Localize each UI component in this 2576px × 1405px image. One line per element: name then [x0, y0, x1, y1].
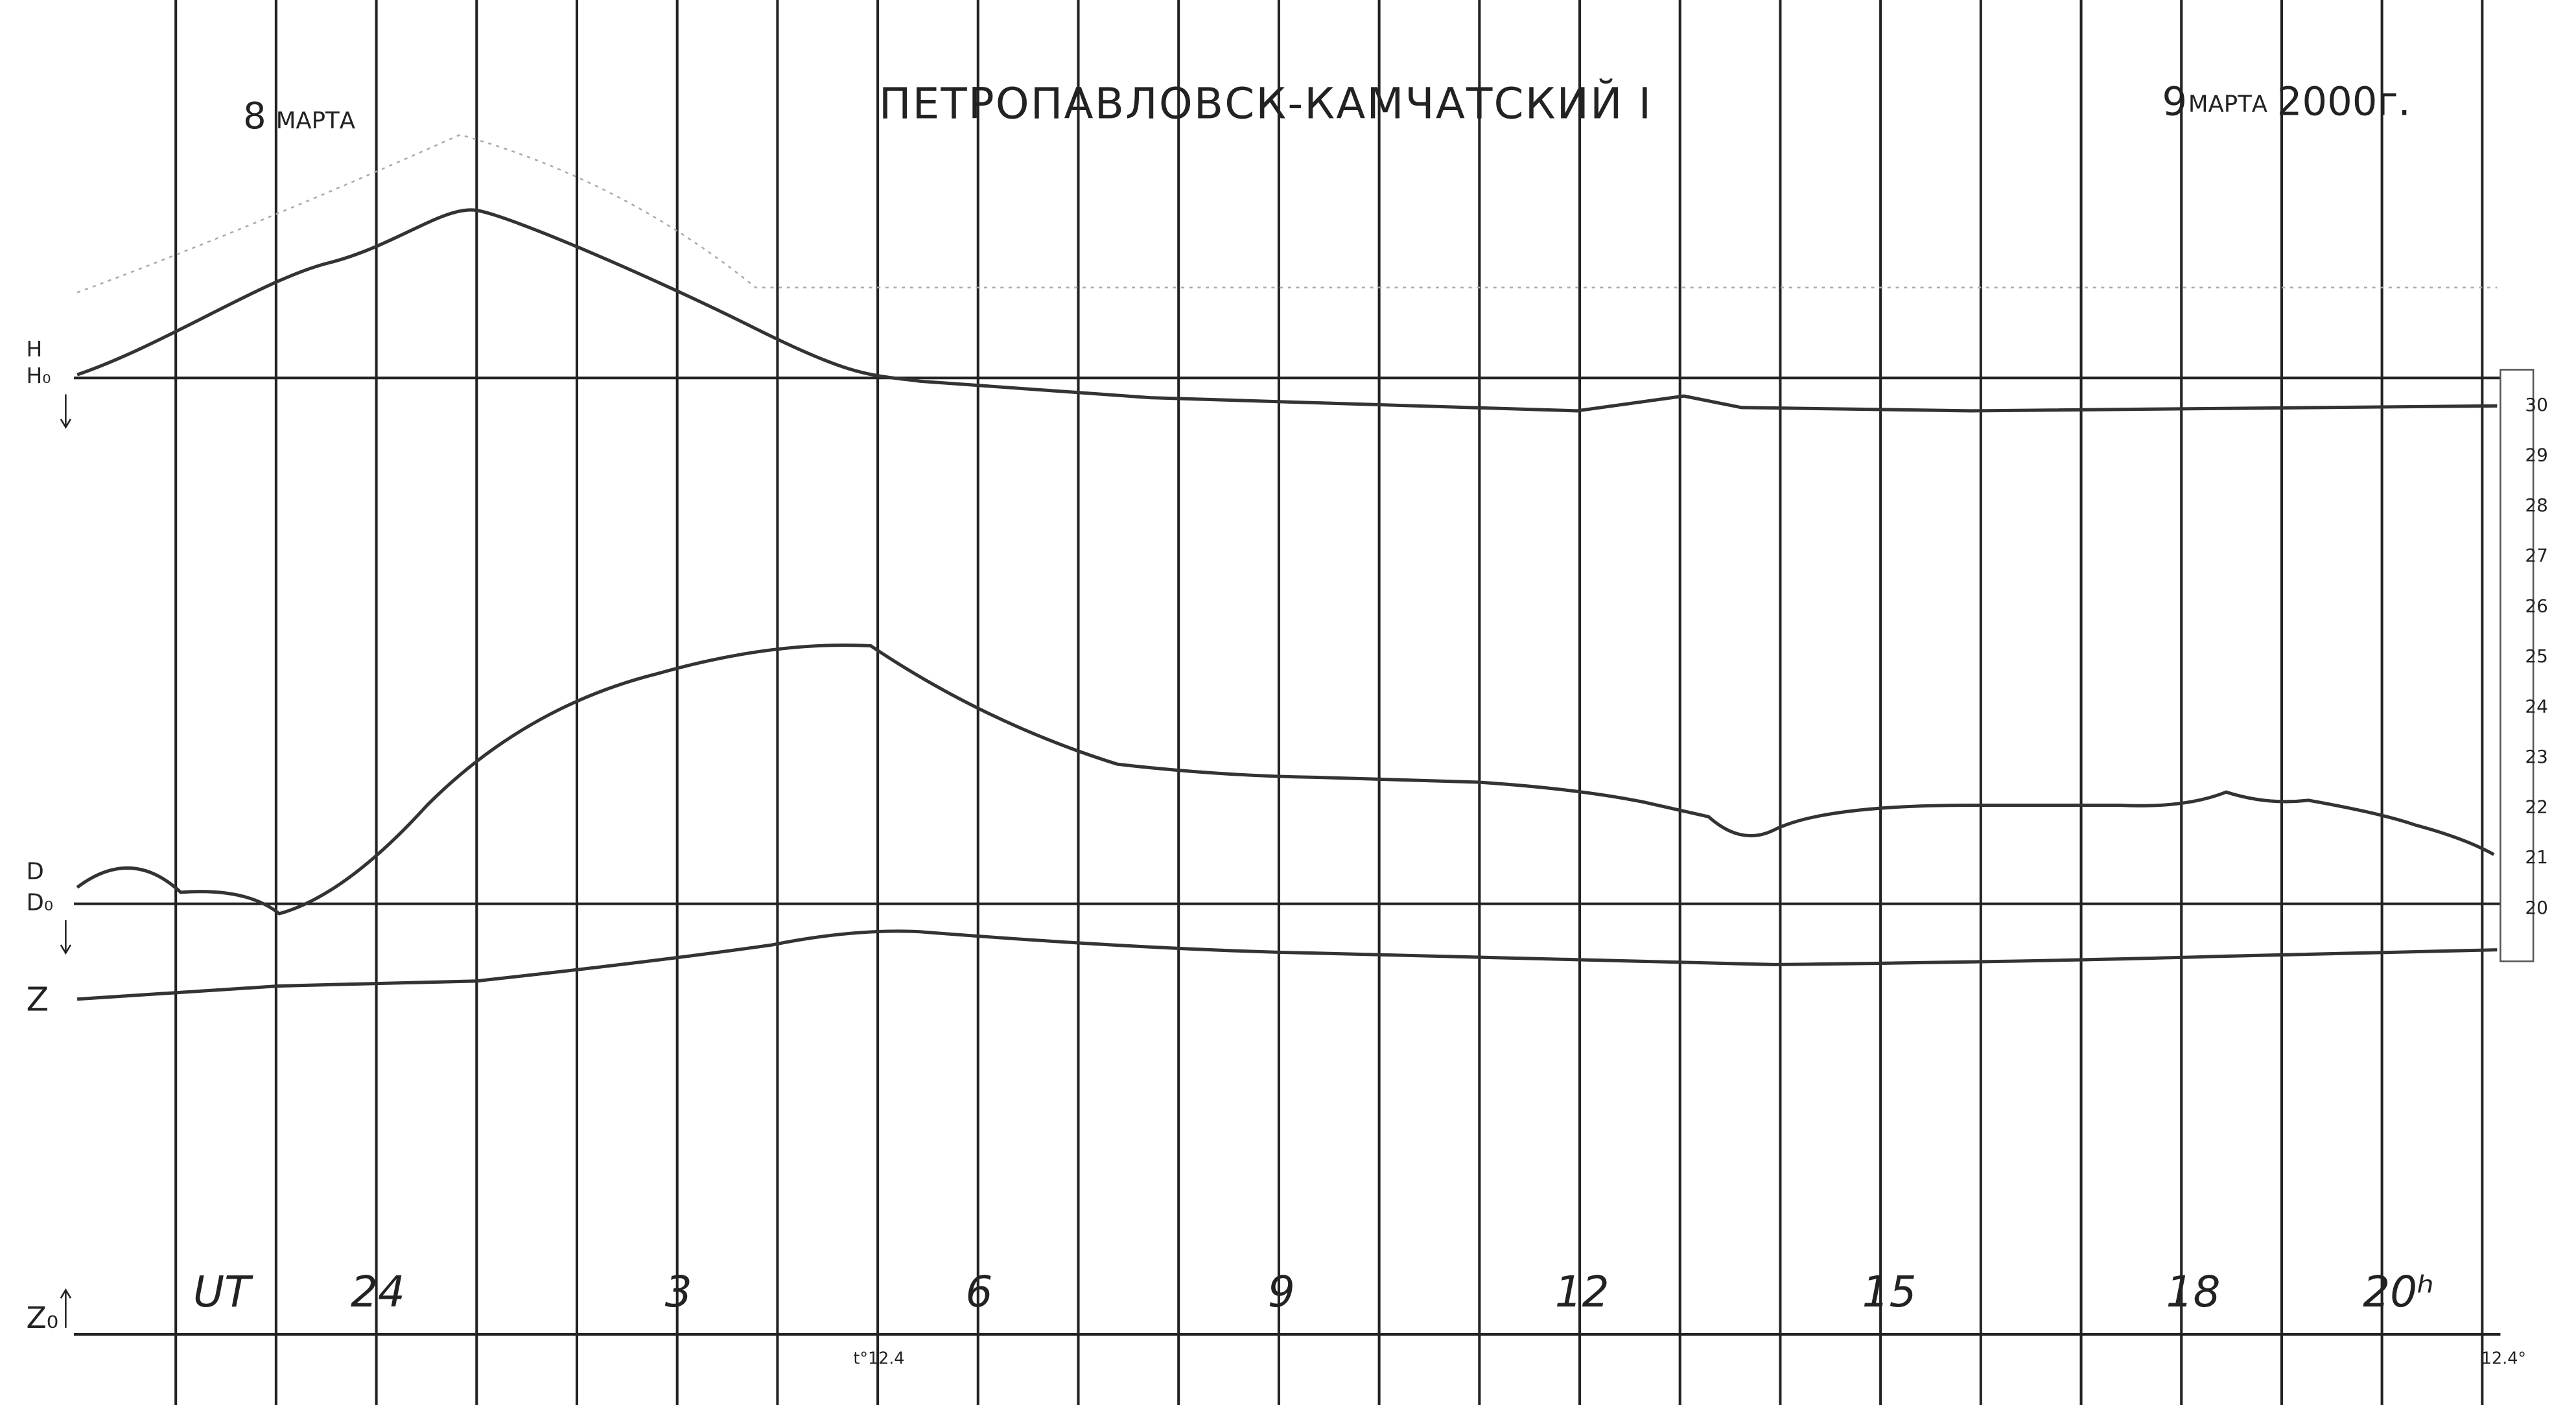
time-label: 20ʰ — [2363, 1267, 2434, 1317]
z-trace — [76, 929, 2498, 1001]
labels: UT 24 3 6 9 12 15 18 20ʰ 30 29 28 27 26 25 24 23 22 21 20 — [193, 394, 2548, 1317]
h0-label: H₀ — [27, 363, 51, 388]
z0-label: Z₀ — [27, 1301, 59, 1335]
scale-label: 20 — [2525, 897, 2547, 918]
scale-label: 28 — [2525, 494, 2547, 516]
time-label: UT — [193, 1267, 253, 1317]
temp-label-right: 12.4° — [2481, 1349, 2526, 1368]
scale-label: 29 — [2525, 445, 2547, 466]
scale-ruler — [2500, 369, 2535, 962]
time-label: 9 — [1268, 1267, 1295, 1317]
scale-label: 23 — [2525, 746, 2547, 767]
time-label: 3 — [665, 1267, 692, 1317]
time-label: 18 — [2166, 1267, 2221, 1317]
d0-label: D₀ — [27, 890, 54, 916]
time-label: 12 — [1555, 1267, 1610, 1317]
h-faint-trace — [76, 134, 2498, 294]
z-label: Z — [27, 980, 49, 1018]
h-label: H — [27, 336, 43, 362]
time-label: 6 — [966, 1267, 993, 1317]
axis-arrows — [60, 394, 72, 1328]
date-right-day: 9 — [2162, 79, 2187, 124]
date-right-year: 2000г. — [2277, 79, 2411, 124]
time-label: 15 — [1862, 1267, 1917, 1317]
time-label: 24 — [351, 1267, 405, 1317]
date-left-month: МАРТА — [276, 108, 355, 134]
scale-label: 30 — [2525, 394, 2547, 415]
scale-label: 27 — [2525, 545, 2547, 566]
scale-label: 25 — [2525, 645, 2547, 667]
scale-label: 21 — [2525, 846, 2547, 868]
date-right-month: МАРТА — [2188, 91, 2267, 117]
scale-label: 26 — [2525, 595, 2547, 616]
temp-label-mid: t°12.4 — [853, 1349, 904, 1368]
hour-grid — [174, 0, 2484, 1405]
h-trace — [76, 208, 2498, 413]
title: ПЕТРОПАВЛОВСК-КАМЧАТСКИЙ I — [879, 78, 1651, 129]
d-label: D — [27, 859, 44, 885]
scale-label: 24 — [2525, 695, 2547, 717]
date-left-day: 8 — [243, 95, 266, 137]
d-trace — [76, 644, 2495, 916]
scale-label: 22 — [2525, 796, 2547, 818]
